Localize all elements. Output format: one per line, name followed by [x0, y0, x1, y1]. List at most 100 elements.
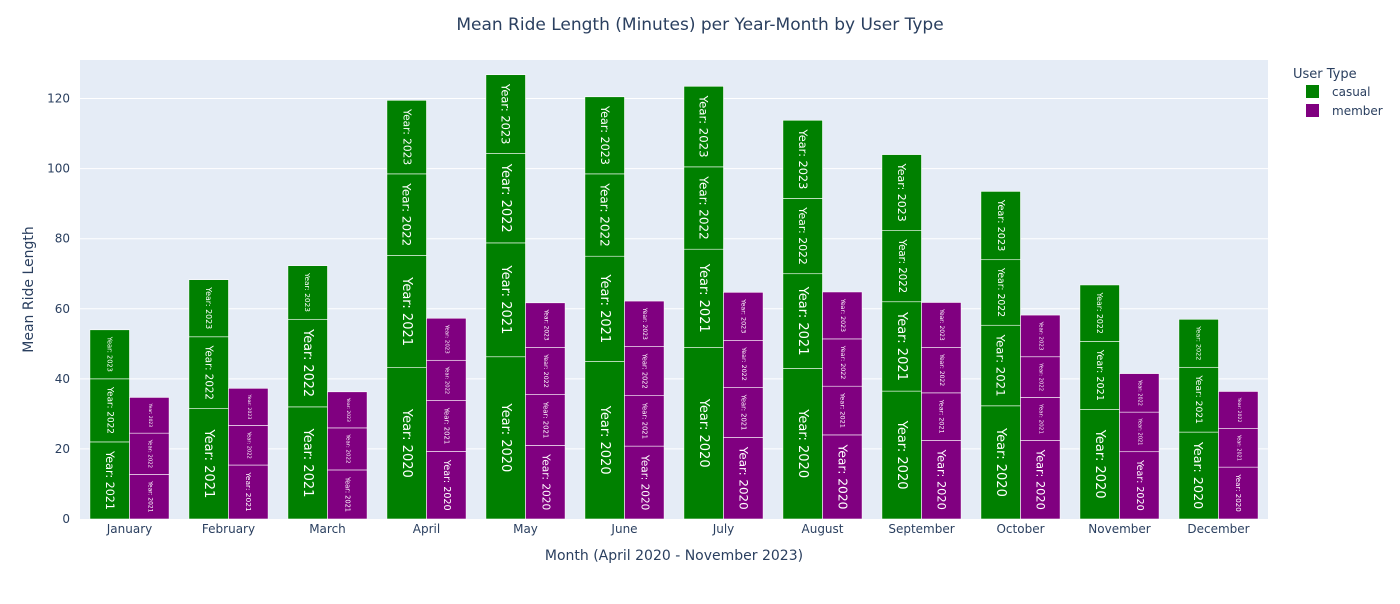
- bar-segment[interactable]: [228, 388, 269, 426]
- bar-segment-label: Year: 2023: [106, 336, 114, 372]
- bar-segment[interactable]: [723, 292, 764, 341]
- bar-segment[interactable]: [1178, 366, 1219, 433]
- bar-segment[interactable]: [485, 356, 526, 520]
- bar-segment-label: Year: 2022: [443, 366, 449, 395]
- legend-swatch-member[interactable]: [1306, 104, 1319, 117]
- bar-segment[interactable]: [683, 166, 724, 250]
- bar-segment-label: Year: 2020: [1092, 429, 1107, 499]
- bar-segment[interactable]: [822, 434, 863, 520]
- bar-segment[interactable]: [1178, 431, 1219, 520]
- bar-segment-label: Year: 2022: [896, 238, 907, 293]
- bar-segment[interactable]: [723, 340, 764, 388]
- bar-segment[interactable]: [782, 368, 823, 520]
- bar-segment-label: Year: 2022: [542, 353, 549, 388]
- bar-segment[interactable]: [89, 329, 130, 380]
- bar-segment-label: Year: 2022: [1136, 379, 1142, 406]
- bar-segment[interactable]: [485, 242, 526, 358]
- bar-segment[interactable]: [822, 385, 863, 436]
- bar-segment[interactable]: [188, 336, 229, 409]
- bar-segment[interactable]: [1218, 391, 1259, 429]
- bar-segment[interactable]: [525, 394, 566, 446]
- bar-segment[interactable]: [624, 346, 665, 396]
- legend-label-member[interactable]: member: [1332, 104, 1383, 118]
- bar-segment-label: Year: 2022: [400, 182, 414, 246]
- bar-segment-label: Year: 2021: [597, 273, 612, 343]
- bar-segment-label: Year: 2023: [499, 83, 513, 145]
- bar-segment[interactable]: [287, 265, 328, 320]
- bar-segment[interactable]: [525, 302, 566, 348]
- bar-segment[interactable]: [287, 406, 328, 520]
- bar-segment-label: Year: 2022: [498, 163, 513, 233]
- bar-segment[interactable]: [723, 387, 764, 438]
- bar-segment[interactable]: [426, 317, 467, 361]
- bar-segment[interactable]: [881, 154, 922, 231]
- bar-segment[interactable]: [228, 464, 269, 520]
- bar-segment[interactable]: [822, 338, 863, 387]
- bar-segment[interactable]: [426, 451, 467, 520]
- bar-segment[interactable]: [525, 445, 566, 520]
- bar-segment[interactable]: [1079, 409, 1120, 520]
- x-tick-label: August: [802, 522, 844, 536]
- bar-segment[interactable]: [327, 427, 368, 471]
- bar-segment[interactable]: [881, 230, 922, 303]
- bar-segment[interactable]: [921, 347, 962, 394]
- bar-segment[interactable]: [584, 96, 625, 175]
- bar-segment[interactable]: [1020, 440, 1061, 520]
- bar-segment[interactable]: [980, 259, 1021, 326]
- bar-segment[interactable]: [386, 173, 427, 256]
- bar-segment[interactable]: [485, 153, 526, 244]
- bar-segment[interactable]: [525, 347, 566, 395]
- bar-segment[interactable]: [188, 408, 229, 520]
- bar-segment[interactable]: [1079, 284, 1120, 342]
- bars: Year: 2021 Year: 2022 Year: 2023 Year: 2021…: [89, 74, 1259, 520]
- bar-segment[interactable]: [980, 191, 1021, 261]
- bar-segment[interactable]: [228, 425, 269, 466]
- bar-segment[interactable]: [683, 248, 724, 348]
- bar-segment[interactable]: [921, 392, 962, 441]
- bar-segment[interactable]: [723, 437, 764, 520]
- bar-segment-label: Year: 2023: [443, 324, 449, 355]
- bar-segment-label: Year: 2022: [203, 344, 215, 399]
- bar-segment[interactable]: [1119, 451, 1160, 520]
- bar-segment[interactable]: [584, 173, 625, 257]
- bar-segment[interactable]: [426, 359, 467, 401]
- bar-segment[interactable]: [327, 469, 368, 520]
- bar-segment-label: Year: 2022: [839, 345, 846, 380]
- bar-segment[interactable]: [624, 395, 665, 447]
- bar-segment[interactable]: [782, 119, 823, 199]
- bar-segment[interactable]: [1119, 373, 1160, 413]
- bar-segment[interactable]: [426, 400, 467, 452]
- bar-segment[interactable]: [129, 432, 170, 475]
- bar-segment[interactable]: [782, 198, 823, 275]
- bar-segment[interactable]: [782, 273, 823, 369]
- bar-segment[interactable]: [980, 405, 1021, 520]
- bar-segment[interactable]: [129, 474, 170, 520]
- bar-segment[interactable]: [1020, 356, 1061, 398]
- bar-segment[interactable]: [386, 99, 427, 175]
- bar-segment[interactable]: [683, 85, 724, 168]
- bar-segment[interactable]: [1218, 428, 1259, 468]
- bar-segment[interactable]: [485, 74, 526, 154]
- bar-segment[interactable]: [287, 318, 328, 408]
- bar-segment[interactable]: [822, 291, 863, 340]
- bar-segment[interactable]: [129, 397, 170, 434]
- bar-segment[interactable]: [1119, 411, 1160, 453]
- legend-label-casual[interactable]: casual: [1332, 85, 1371, 99]
- bar-segment[interactable]: [881, 301, 922, 392]
- bar-segment-label: Year: 2020: [894, 420, 909, 490]
- bar-segment[interactable]: [327, 391, 368, 429]
- bar-segment[interactable]: [921, 440, 962, 520]
- legend-swatch-casual[interactable]: [1306, 85, 1319, 98]
- bar-segment[interactable]: [980, 324, 1021, 407]
- bar-segment-label: Year: 2021: [1235, 434, 1241, 461]
- bar-segment-label: Year: 2021: [894, 311, 909, 381]
- bar-segment[interactable]: [1020, 397, 1061, 441]
- bar-segment[interactable]: [1178, 318, 1219, 368]
- bar-segment[interactable]: [188, 279, 229, 338]
- bar-segment-label: Year: 2023: [345, 397, 351, 422]
- bar-segment[interactable]: [1020, 314, 1061, 358]
- x-tick-label: October: [996, 522, 1044, 536]
- bar-segment[interactable]: [89, 378, 130, 443]
- bar-segment[interactable]: [921, 302, 962, 348]
- bar-segment[interactable]: [624, 300, 665, 347]
